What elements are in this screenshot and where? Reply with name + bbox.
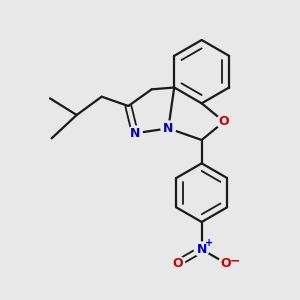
Text: N: N <box>196 243 207 256</box>
Text: +: + <box>205 238 213 248</box>
Circle shape <box>219 256 233 271</box>
Text: O: O <box>221 257 231 270</box>
Text: N: N <box>163 122 173 135</box>
Text: −: − <box>230 254 241 267</box>
Text: O: O <box>172 257 183 270</box>
Circle shape <box>161 121 176 136</box>
Circle shape <box>217 114 231 129</box>
Text: N: N <box>130 127 140 140</box>
Circle shape <box>170 256 185 271</box>
Circle shape <box>194 242 209 257</box>
Text: O: O <box>219 115 229 128</box>
Circle shape <box>128 126 142 141</box>
